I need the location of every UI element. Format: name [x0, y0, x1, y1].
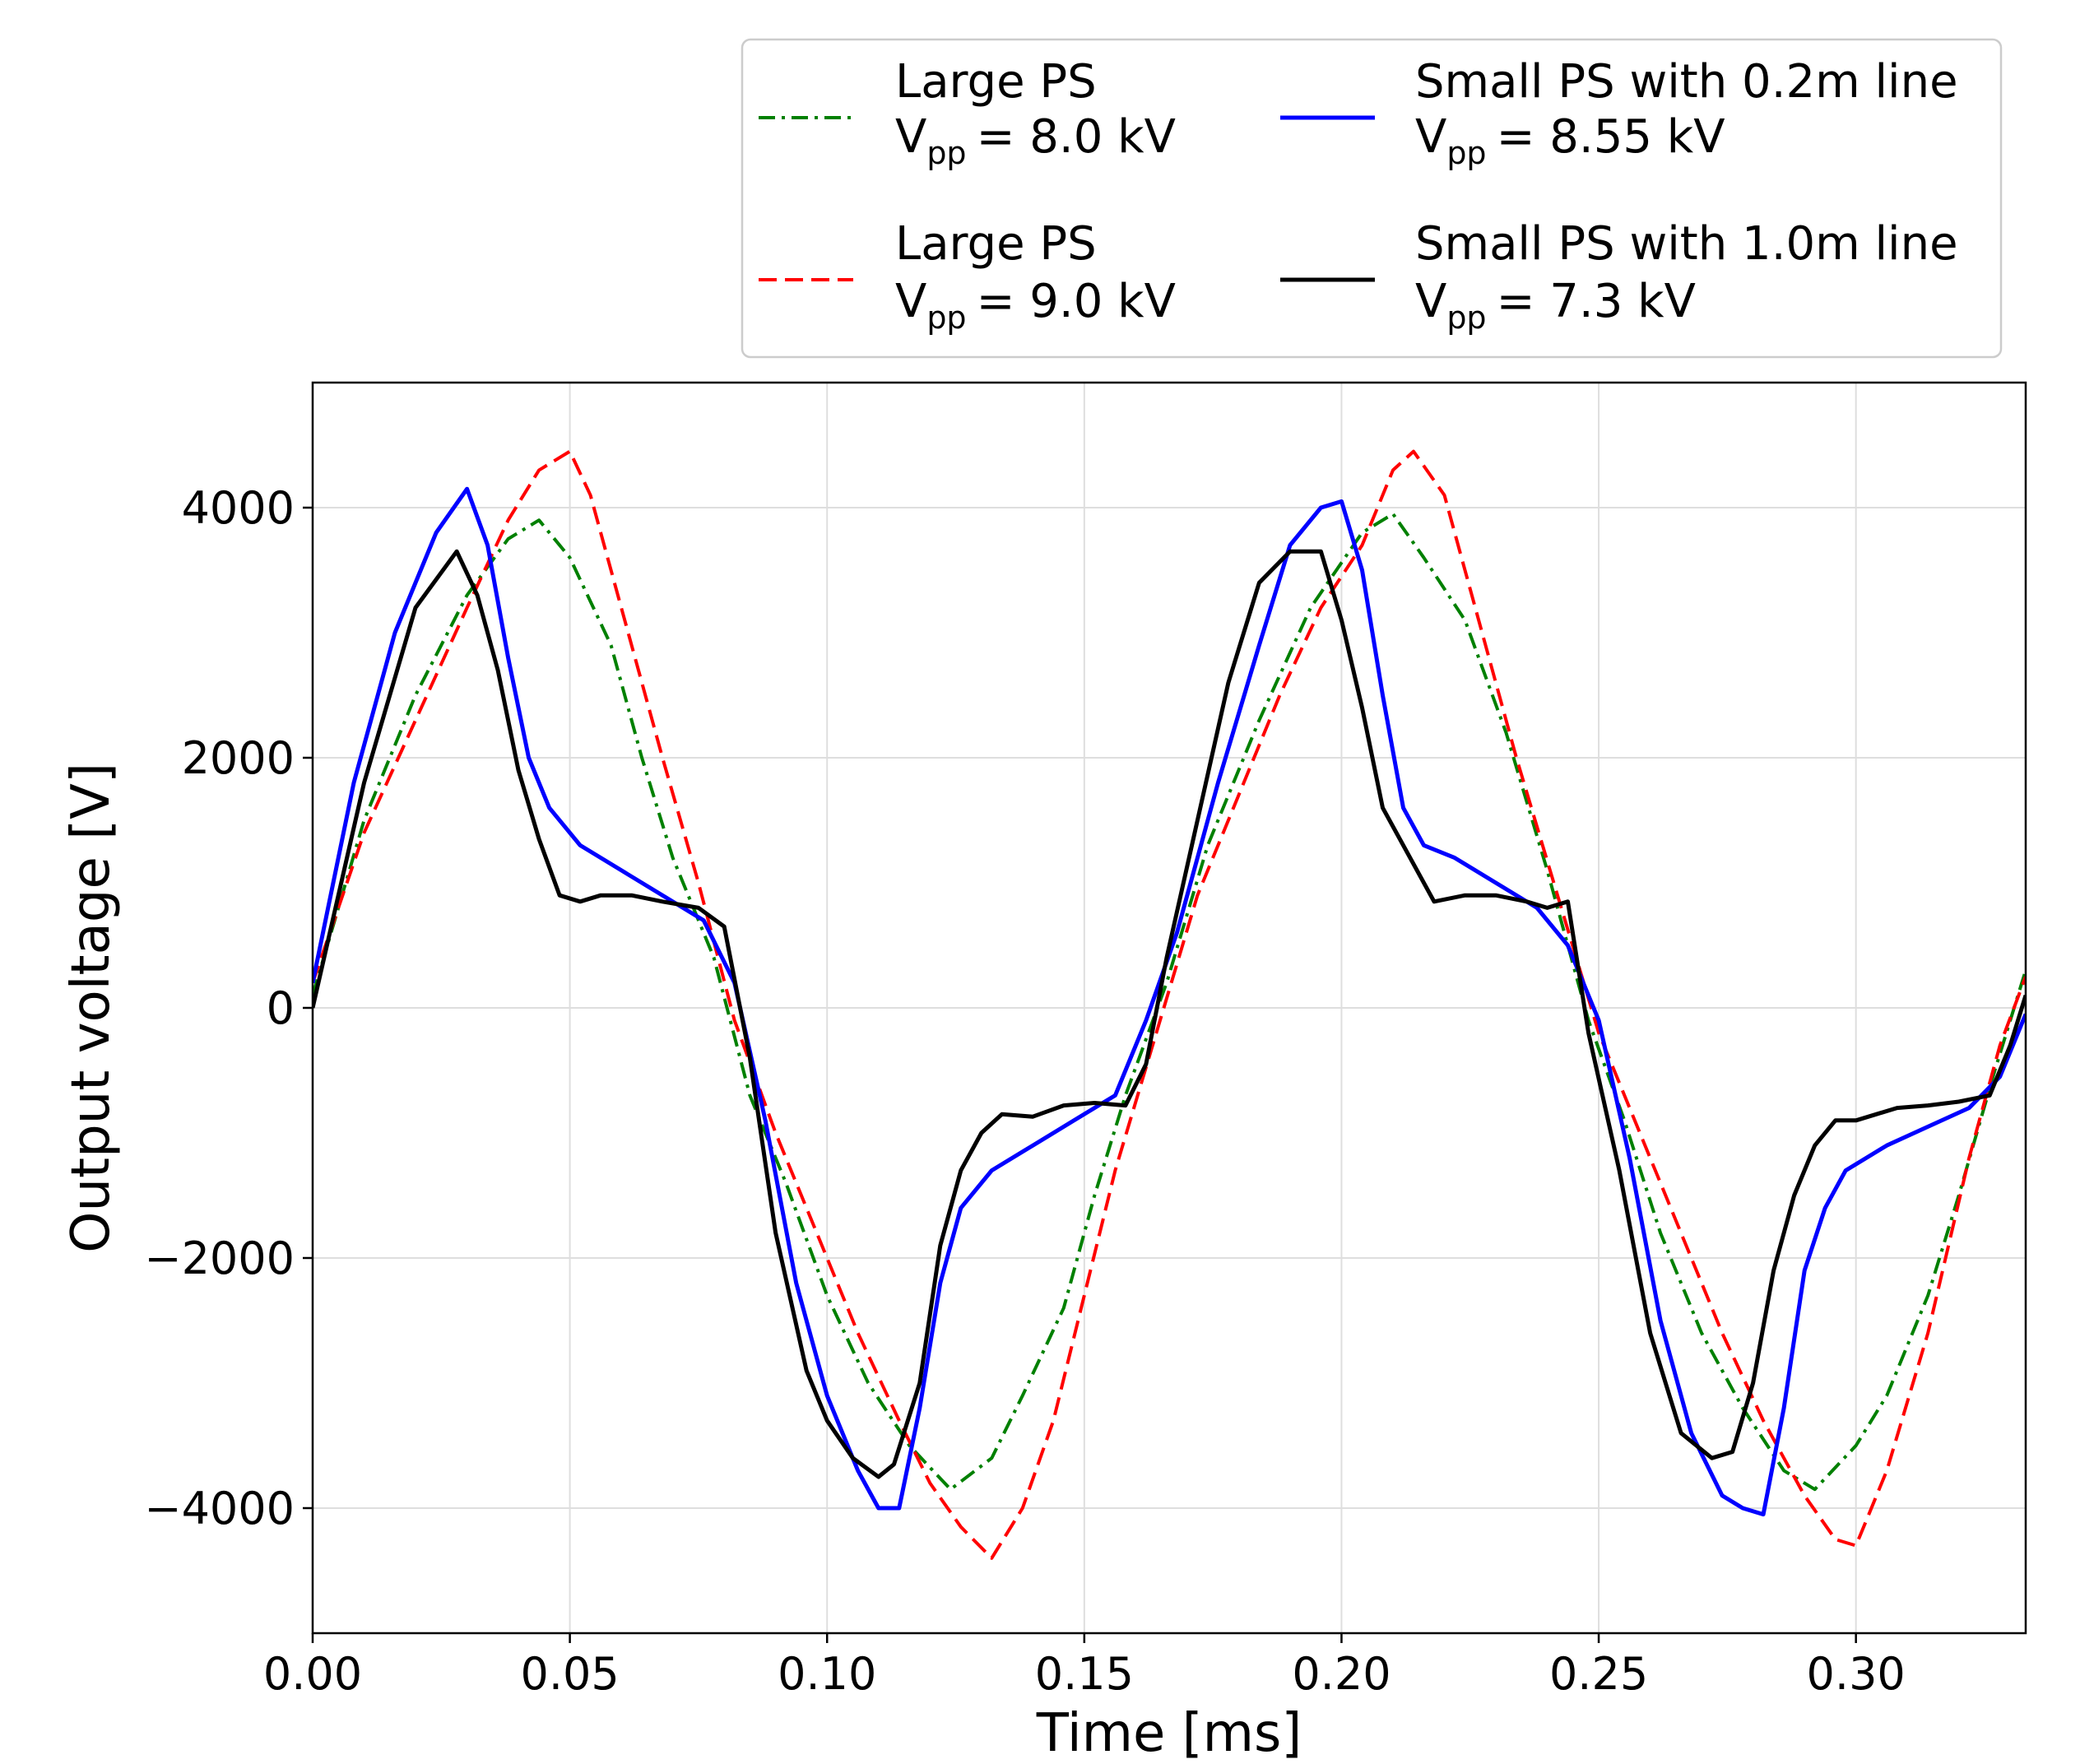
- x-tick-label: 0.15: [1035, 1648, 1134, 1700]
- y-axis: −4000 −2000 0 2000 4000: [144, 482, 313, 1534]
- legend-label: Large PS: [895, 217, 1097, 271]
- legend-vpp: Vpp = 8.55 kV: [1415, 110, 1725, 171]
- y-tick-label: 0: [267, 982, 295, 1034]
- grid: [312, 383, 2026, 1633]
- x-axis: 0.00 0.05 0.10 0.15 0.20 0.25 0.30: [263, 1633, 1906, 1700]
- legend-label: Small PS with 0.2m line: [1415, 55, 1958, 109]
- y-tick-label: 4000: [182, 482, 295, 534]
- x-axis-label: Time [ms]: [1036, 1703, 1302, 1764]
- y-tick-label: −2000: [144, 1232, 295, 1284]
- x-tick-label: 0.25: [1549, 1648, 1648, 1700]
- legend-label: Small PS with 1.0m line: [1415, 217, 1958, 271]
- x-tick-label: 0.30: [1807, 1648, 1906, 1700]
- legend-frame: [741, 38, 2003, 359]
- y-axis-label: Output voltage [V]: [61, 763, 122, 1253]
- x-tick-label: 0.10: [778, 1648, 876, 1700]
- series-line-4: [313, 549, 2026, 1479]
- x-tick-label: 0.00: [263, 1648, 362, 1700]
- y-tick-label: −4000: [144, 1483, 295, 1534]
- legend-label: Large PS: [895, 55, 1097, 109]
- series-line-2: [313, 449, 2026, 1560]
- x-tick-label: 0.20: [1292, 1648, 1391, 1700]
- series-line-3: [313, 486, 2026, 1517]
- legend-vpp: Vpp = 8.0 kV: [895, 110, 1176, 171]
- series-layer: [313, 449, 2026, 1560]
- y-tick-label: 2000: [182, 732, 295, 784]
- x-tick-label: 0.05: [520, 1648, 619, 1700]
